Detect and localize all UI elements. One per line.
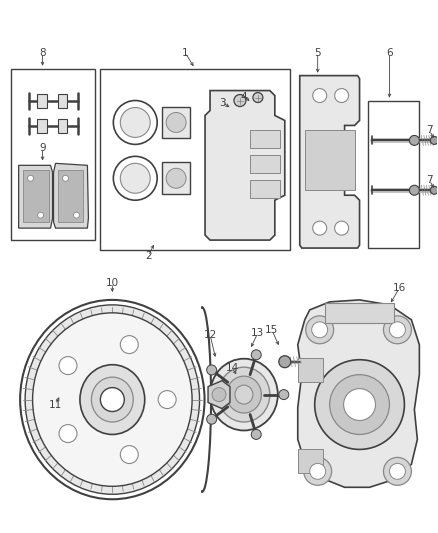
- Circle shape: [335, 88, 349, 102]
- Circle shape: [166, 112, 186, 132]
- Bar: [11, 69, 95, 240]
- Bar: [100, 69, 290, 250]
- Circle shape: [304, 457, 332, 486]
- Ellipse shape: [80, 365, 145, 434]
- Circle shape: [310, 463, 326, 479]
- Polygon shape: [298, 300, 419, 487]
- Circle shape: [207, 365, 217, 375]
- Bar: [162, 163, 190, 194]
- Bar: [37, 94, 46, 108]
- Circle shape: [251, 350, 261, 360]
- Ellipse shape: [20, 300, 205, 499]
- Bar: [298, 449, 323, 473]
- Circle shape: [207, 414, 217, 424]
- Circle shape: [113, 156, 157, 200]
- Circle shape: [410, 135, 419, 146]
- Bar: [367, 101, 419, 248]
- Text: 4: 4: [240, 92, 247, 102]
- Polygon shape: [19, 165, 53, 228]
- Circle shape: [234, 94, 246, 107]
- Ellipse shape: [218, 367, 270, 422]
- Polygon shape: [208, 381, 230, 409]
- Bar: [305, 131, 355, 190]
- Bar: [23, 171, 49, 222]
- Circle shape: [306, 316, 334, 344]
- Circle shape: [389, 463, 406, 479]
- Text: 16: 16: [393, 283, 406, 293]
- Ellipse shape: [226, 376, 261, 413]
- Circle shape: [212, 387, 226, 401]
- Circle shape: [251, 430, 261, 439]
- Text: 12: 12: [203, 330, 217, 340]
- Circle shape: [279, 356, 291, 368]
- Polygon shape: [53, 163, 88, 228]
- Bar: [57, 119, 67, 133]
- Ellipse shape: [235, 385, 253, 404]
- Polygon shape: [300, 76, 360, 248]
- Text: 5: 5: [314, 47, 321, 58]
- Circle shape: [335, 221, 349, 235]
- Circle shape: [166, 168, 186, 188]
- Circle shape: [113, 101, 157, 144]
- Circle shape: [74, 212, 79, 218]
- Circle shape: [314, 360, 404, 449]
- Circle shape: [59, 357, 77, 375]
- Bar: [298, 358, 323, 382]
- Bar: [325, 303, 395, 323]
- Circle shape: [59, 425, 77, 442]
- Text: 7: 7: [426, 125, 433, 135]
- Circle shape: [430, 136, 438, 144]
- Circle shape: [313, 221, 327, 235]
- Circle shape: [63, 175, 68, 181]
- Text: 15: 15: [265, 325, 279, 335]
- Text: 8: 8: [39, 47, 46, 58]
- Text: 6: 6: [386, 47, 393, 58]
- Circle shape: [330, 375, 389, 434]
- Text: 11: 11: [49, 400, 62, 409]
- Text: 3: 3: [219, 98, 225, 108]
- Text: 14: 14: [225, 362, 239, 373]
- Text: 9: 9: [39, 143, 46, 154]
- Circle shape: [279, 390, 289, 400]
- Circle shape: [38, 212, 43, 218]
- Bar: [162, 107, 190, 139]
- Ellipse shape: [210, 359, 278, 431]
- Bar: [57, 94, 67, 108]
- Bar: [57, 171, 83, 222]
- Circle shape: [384, 457, 411, 486]
- Bar: [250, 180, 280, 198]
- Polygon shape: [205, 91, 285, 240]
- Ellipse shape: [32, 313, 192, 486]
- Ellipse shape: [25, 305, 200, 494]
- Circle shape: [120, 336, 138, 353]
- Ellipse shape: [92, 377, 133, 422]
- Circle shape: [120, 446, 138, 464]
- Text: 1: 1: [182, 47, 188, 58]
- Circle shape: [430, 186, 438, 194]
- Bar: [250, 155, 280, 173]
- Bar: [250, 131, 280, 148]
- Text: 2: 2: [145, 251, 152, 261]
- Bar: [37, 119, 46, 133]
- Circle shape: [410, 185, 419, 195]
- Circle shape: [120, 163, 150, 193]
- Circle shape: [312, 322, 328, 338]
- Circle shape: [100, 387, 124, 411]
- Text: 13: 13: [251, 328, 265, 338]
- Circle shape: [343, 389, 375, 421]
- Text: 7: 7: [426, 175, 433, 185]
- Circle shape: [313, 88, 327, 102]
- Circle shape: [28, 175, 34, 181]
- Circle shape: [389, 322, 406, 338]
- Circle shape: [120, 108, 150, 138]
- Circle shape: [158, 391, 176, 409]
- Circle shape: [384, 316, 411, 344]
- Text: 10: 10: [106, 278, 119, 288]
- Circle shape: [253, 93, 263, 102]
